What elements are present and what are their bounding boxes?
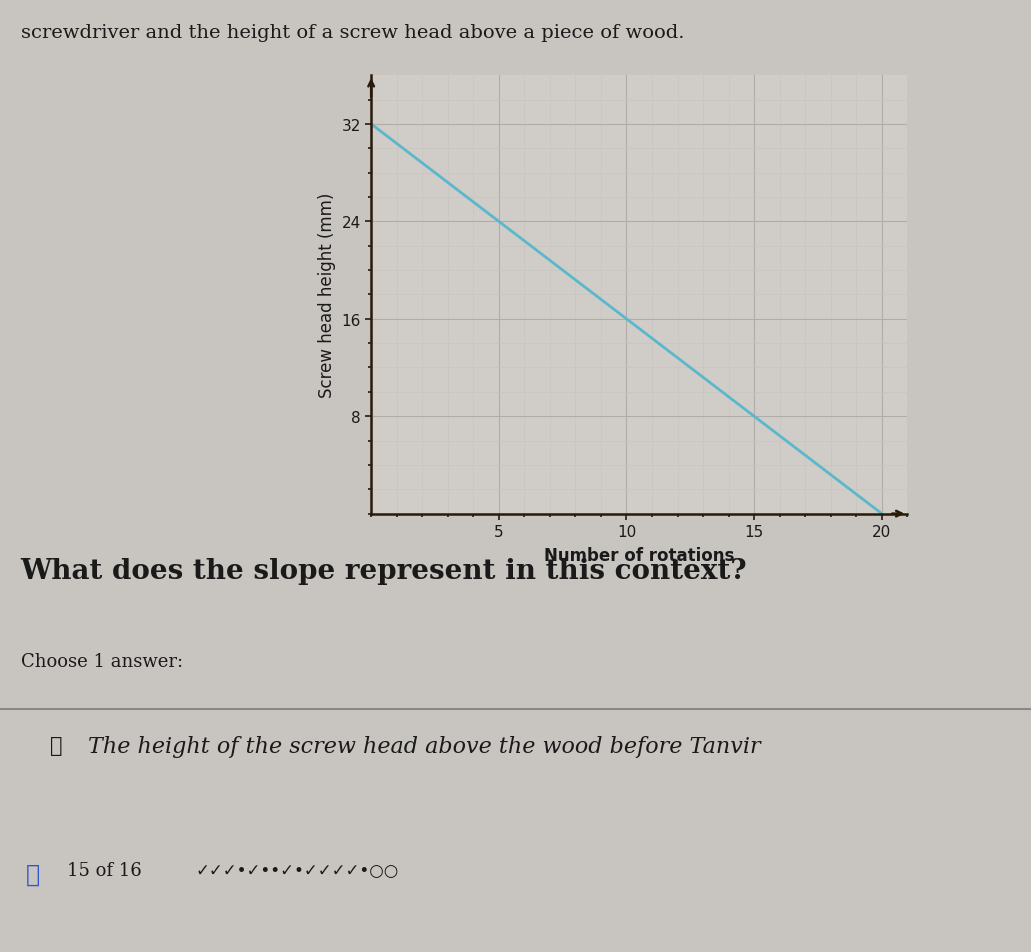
Text: ✓✓✓•✓••✓•✓✓✓✓•○○: ✓✓✓•✓••✓•✓✓✓✓•○○ [196,862,399,880]
Text: The height of the screw head above the wood before Tanvir: The height of the screw head above the w… [88,735,760,757]
Y-axis label: Screw head height (mm): Screw head height (mm) [318,192,336,398]
Text: screwdriver and the height of a screw head above a piece of wood.: screwdriver and the height of a screw he… [21,24,685,42]
Text: Ⓒ: Ⓒ [26,862,40,885]
X-axis label: Number of rotations: Number of rotations [544,546,734,565]
Text: 15 of 16: 15 of 16 [67,862,142,880]
Text: Ⓐ: Ⓐ [51,735,63,755]
Text: What does the slope represent in this context?: What does the slope represent in this co… [21,557,747,584]
Text: Choose 1 answer:: Choose 1 answer: [21,652,182,670]
